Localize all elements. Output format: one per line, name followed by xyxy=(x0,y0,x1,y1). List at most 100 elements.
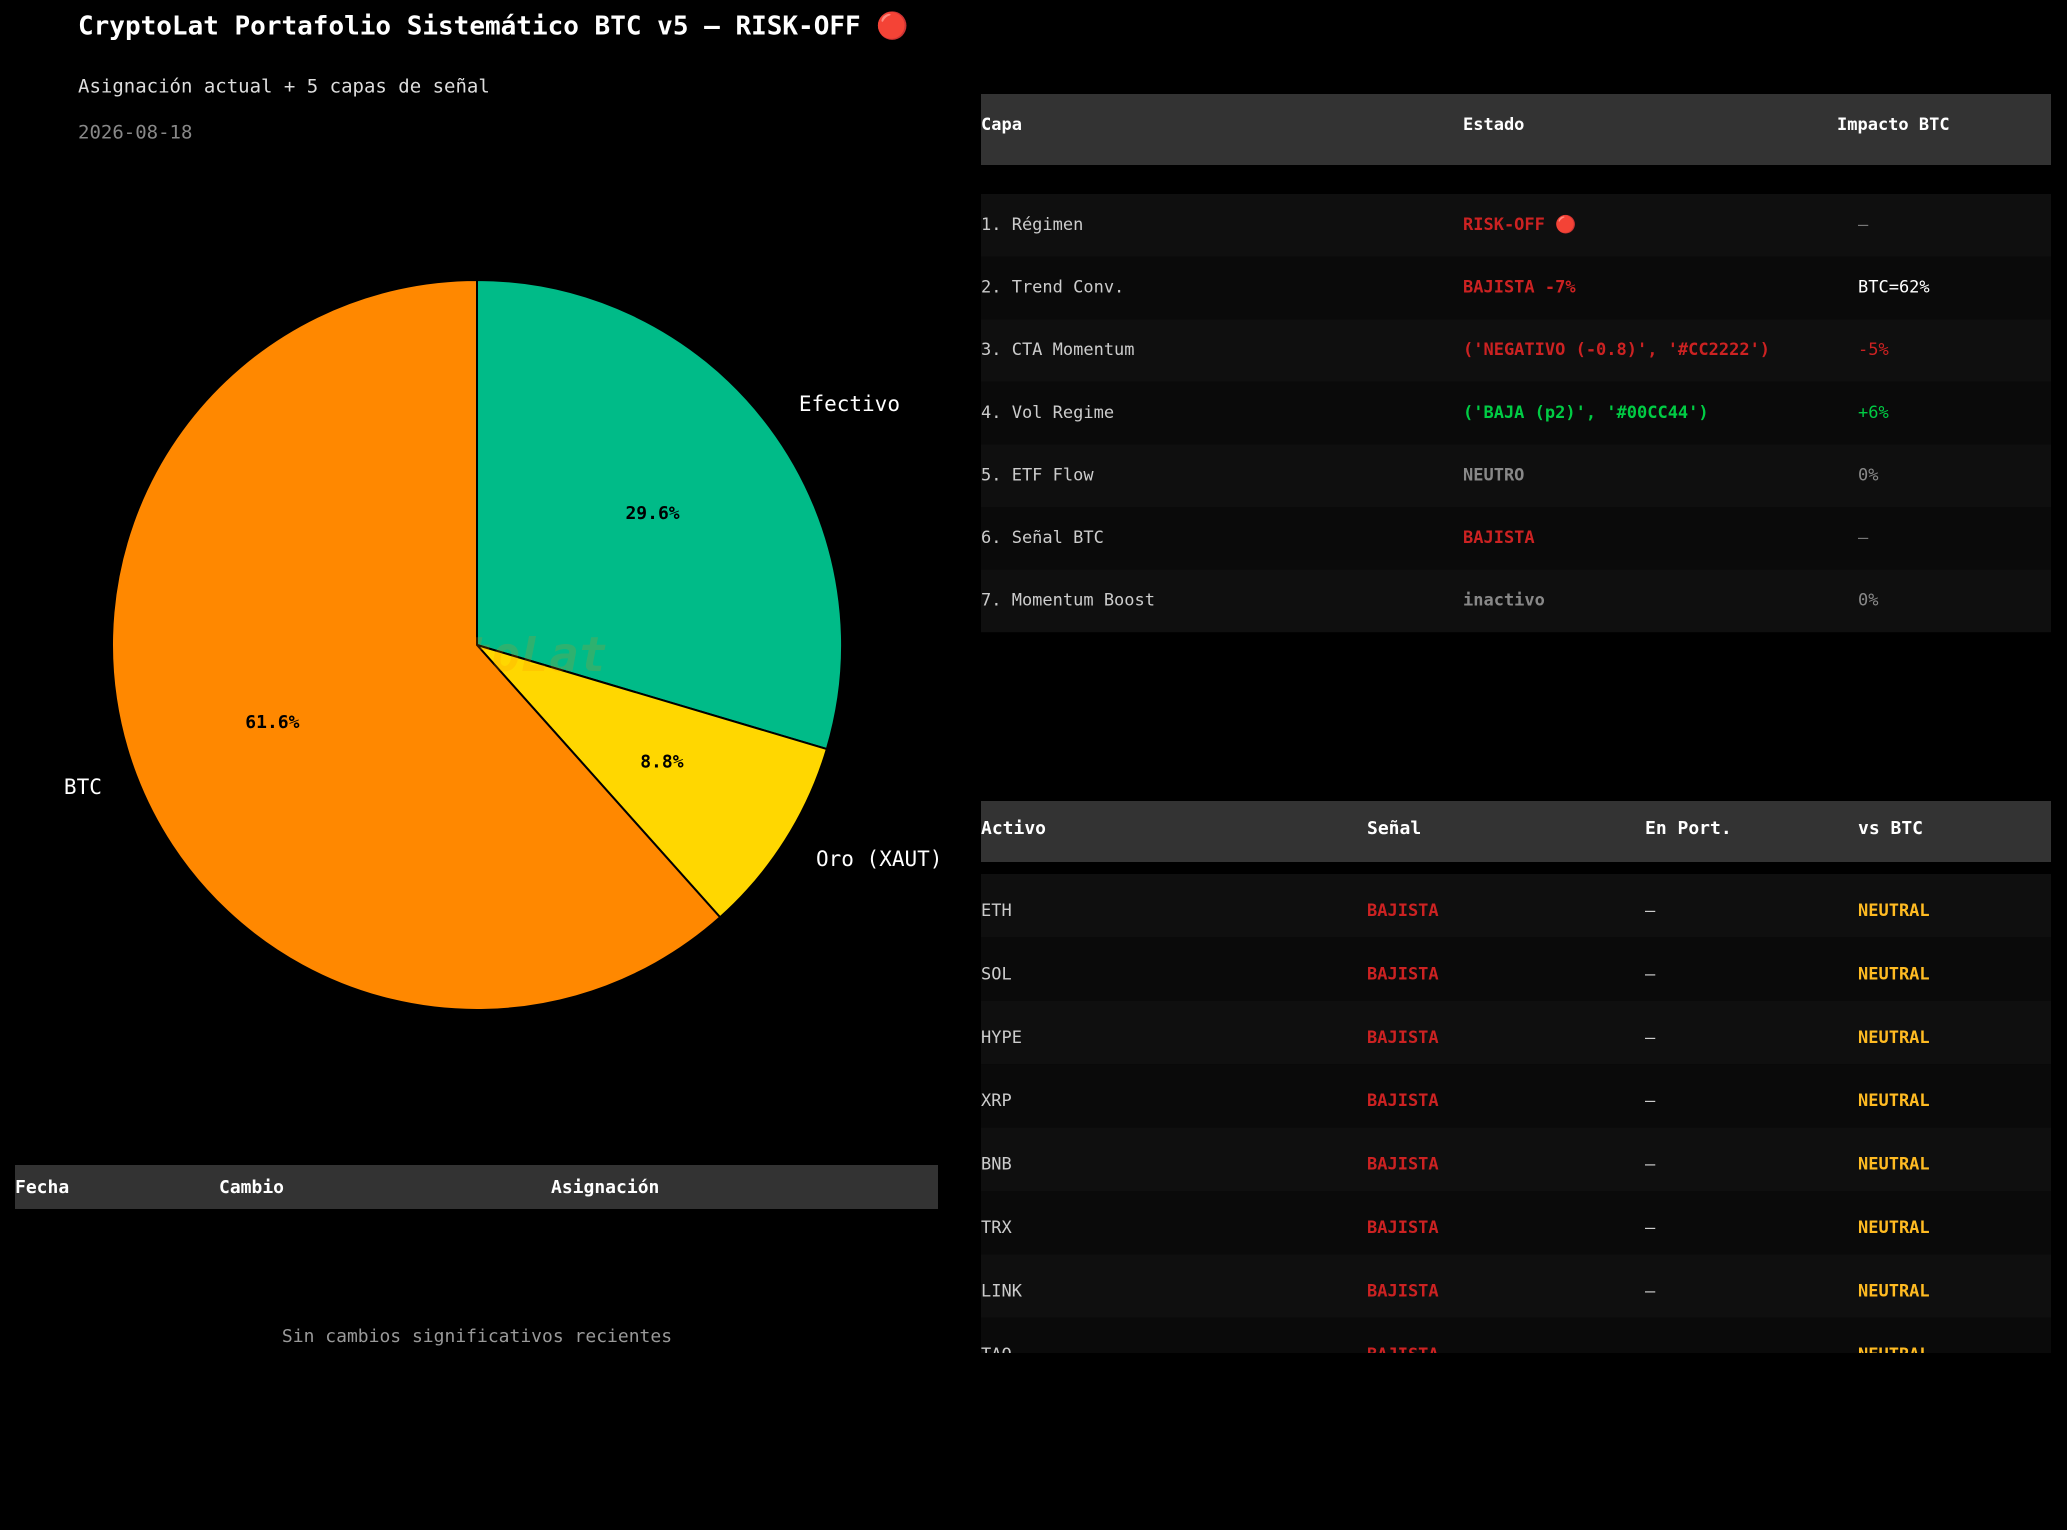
table-cell: — xyxy=(1645,901,1656,921)
header-cell: Señal xyxy=(1367,818,1421,839)
table-cell: — xyxy=(1858,215,1869,235)
table-cell: BAJISTA xyxy=(1367,1091,1439,1111)
table-cell: ('BAJA (p2)', '#00CC44') xyxy=(1463,403,1709,423)
table-cell: 3. CTA Momentum xyxy=(981,340,1135,360)
table-cell: — xyxy=(1858,528,1869,548)
table-cell: BAJISTA xyxy=(1463,528,1535,548)
table-row-bg xyxy=(981,194,2051,257)
table-header-bg xyxy=(981,94,2051,165)
header-cell: Asignación xyxy=(551,1177,659,1198)
table-cell: 6. Señal BTC xyxy=(981,528,1104,548)
table-row-bg xyxy=(981,1064,2051,1128)
table-cell: HYPE xyxy=(981,1028,1022,1048)
layers-table: Capa Estado Impacto BTC 1. Régimen RISK-OFF … xyxy=(981,94,2051,633)
header-cell: Estado xyxy=(1463,115,1524,135)
table-cell: 7. Momentum Boost xyxy=(981,591,1155,611)
header-cell: Activo xyxy=(981,818,1046,839)
table-cell: — xyxy=(1645,1155,1656,1175)
header-cell: Fecha xyxy=(15,1177,69,1198)
slice-label: Oro (XAUT) xyxy=(816,847,942,871)
table-cell: BAJISTA xyxy=(1367,901,1439,921)
table-row-bg xyxy=(981,1254,2051,1318)
header-cell: En Port. xyxy=(1645,818,1732,839)
table-cell: — xyxy=(1645,1218,1656,1238)
table-cell: TRX xyxy=(981,1218,1012,1238)
table-cell: NEUTRAL xyxy=(1858,1281,1930,1301)
table-header-bg xyxy=(981,801,2051,862)
table-cell: — xyxy=(1645,1028,1656,1048)
slice-percent: 61.6% xyxy=(245,712,299,733)
table-cell: 1. Régimen xyxy=(981,215,1083,235)
pie-chart: CryptoLat Efectivo 29.6% Oro (XAUT) 8.8% BTC 6… xyxy=(64,278,942,1011)
table-cell: NEUTRAL xyxy=(1858,1028,1930,1048)
slice-label: Efectivo xyxy=(799,392,900,416)
table-cell: BAJISTA xyxy=(1367,1345,1439,1365)
table-cell: BTC=62% xyxy=(1858,278,1930,298)
subtitle: Asignación actual + 5 capas de señal xyxy=(78,76,490,98)
header-cell: Impacto BTC xyxy=(1837,115,1950,135)
date: 2026-08-18 xyxy=(78,122,192,144)
table-cell: +6% xyxy=(1858,403,1889,423)
table-cell: 0% xyxy=(1858,465,1878,485)
table-row-bg xyxy=(981,937,2051,1001)
empty-message: Sin cambios significativos recientes xyxy=(282,1326,672,1347)
header-cell: Cambio xyxy=(219,1177,284,1198)
pie-slice xyxy=(476,278,843,751)
table-cell: inactivo xyxy=(1463,591,1545,611)
table-row-bg xyxy=(981,1000,2051,1065)
table-header-bg xyxy=(15,1165,938,1209)
table-row-bg xyxy=(981,1191,2051,1255)
table-cell: BAJISTA xyxy=(1367,1028,1439,1048)
table-cell: 4. Vol Regime xyxy=(981,403,1114,423)
pie-slice xyxy=(111,278,722,1011)
table-cell: NEUTRAL xyxy=(1858,1155,1930,1175)
table-cell: ('NEGATIVO (-0.8)', '#CC2222') xyxy=(1463,340,1770,360)
table-cell: XRP xyxy=(981,1091,1012,1111)
table-cell: — xyxy=(1645,1281,1656,1301)
table-row-bg xyxy=(981,507,2051,570)
table-cell: SOL xyxy=(981,964,1012,984)
table-cell: BAJISTA -7% xyxy=(1463,278,1576,298)
table-cell: NEUTRAL xyxy=(1858,901,1930,921)
table-cell: LINK xyxy=(981,1281,1023,1301)
table-cell: 2. Trend Conv. xyxy=(981,278,1124,298)
table-cell: BAJISTA xyxy=(1367,1281,1439,1301)
table-cell: BAJISTA xyxy=(1367,1218,1439,1238)
table-cell: ETH xyxy=(981,901,1012,921)
table-row-bg xyxy=(981,256,2051,320)
title: CryptoLat Portafolio Sistemático BTC v5 … xyxy=(78,11,909,42)
header-cell: Capa xyxy=(981,115,1022,135)
slice-percent: 29.6% xyxy=(625,503,679,524)
table-cell: BAJISTA xyxy=(1367,964,1439,984)
table-cell: BAJISTA xyxy=(1367,1155,1439,1175)
table-cell: BNB xyxy=(981,1155,1012,1175)
table-row-bg xyxy=(981,444,2051,507)
table-cell: — xyxy=(1645,964,1656,984)
table-cell: -5% xyxy=(1858,340,1889,360)
table-row-bg xyxy=(981,874,2051,938)
assets-table: Activo Señal En Port. vs BTC ETH BAJISTA — NEUT… xyxy=(981,801,2051,1365)
header-cell: vs BTC xyxy=(1858,818,1923,839)
table-cell: NEUTRO xyxy=(1463,465,1524,485)
slice-percent: 8.8% xyxy=(640,751,684,772)
table-cell: NEUTRAL xyxy=(1858,964,1930,984)
table-row-bg xyxy=(981,569,2051,633)
pie-slice xyxy=(473,643,829,919)
changes-table: Fecha Cambio Asignación Sin cambios signifi… xyxy=(15,1165,938,1347)
table-cell: TAO xyxy=(981,1345,1012,1365)
table-cell: NEUTRAL xyxy=(1858,1091,1930,1111)
table-row-bg xyxy=(981,1317,2051,1353)
table-cell: 5. ETF Flow xyxy=(981,465,1094,485)
table-cell: — xyxy=(1645,1345,1656,1365)
table-row-bg xyxy=(981,319,2051,382)
watermark: CryptoLat xyxy=(347,627,607,683)
table-cell: RISK-OFF 🔴 xyxy=(1463,214,1576,235)
table-cell: 0% xyxy=(1858,591,1878,611)
table-cell: — xyxy=(1645,1091,1656,1111)
slice-label: BTC xyxy=(64,775,102,799)
table-cell: NEUTRAL xyxy=(1858,1218,1930,1238)
table-cell: NEUTRAL xyxy=(1858,1345,1930,1365)
table-row-bg xyxy=(981,1127,2051,1191)
